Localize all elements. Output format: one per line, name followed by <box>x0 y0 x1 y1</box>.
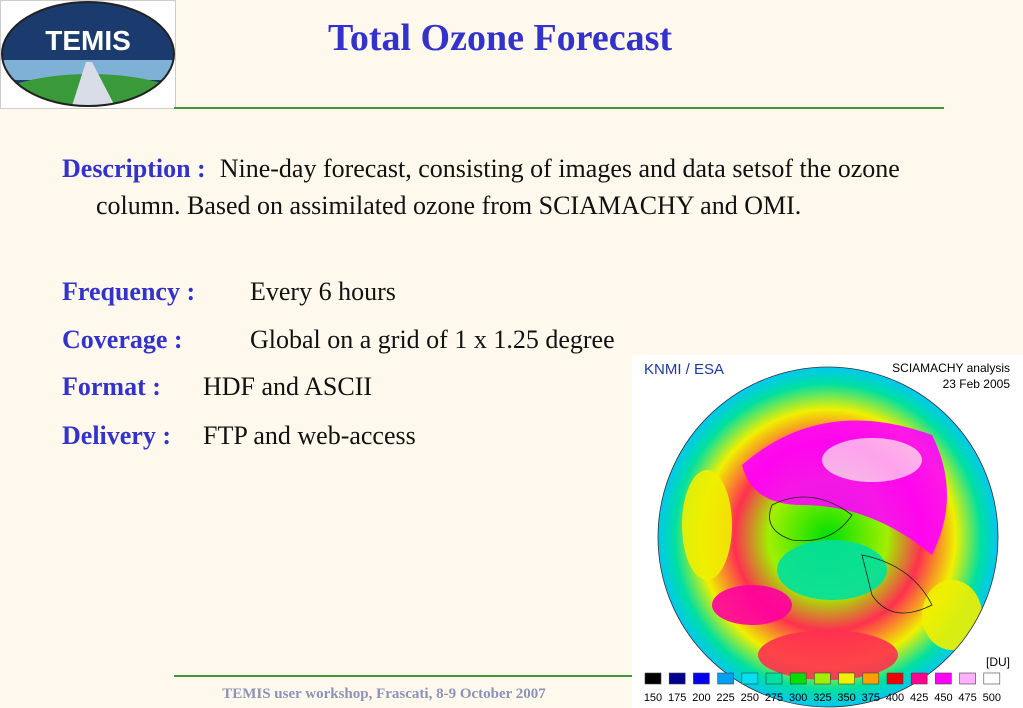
item: Description : Nine-day forecast, consisti… <box>62 150 986 224</box>
scale-swatch <box>717 672 734 685</box>
scale-swatch <box>862 672 880 685</box>
logo-text: TEMIS <box>45 25 131 56</box>
scale-swatch <box>959 672 976 685</box>
footer: TEMIS user workshop, Frascati, 8-9 Octob… <box>222 686 546 702</box>
scale-label: 175 <box>668 692 686 704</box>
item-label: Coverage : <box>62 325 183 354</box>
figure-date: 23 Feb 2005 <box>943 377 1011 391</box>
scale-swatch <box>935 672 952 685</box>
logo: TEMIS <box>0 0 176 109</box>
scale-label: 275 <box>765 692 783 704</box>
scale-swatch <box>693 672 710 685</box>
scale-swatch <box>765 672 783 685</box>
item-text: HDF and ASCII <box>203 372 373 401</box>
scale-label: 150 <box>644 692 662 704</box>
slide-title: Total Ozone Forecast <box>327 17 673 59</box>
scale-label: 450 <box>934 692 952 704</box>
item: Delivery : FTP and web-access <box>62 417 962 454</box>
item-label: Format : <box>62 372 161 401</box>
figure-source: KNMI / ESA <box>644 361 724 378</box>
item: Format : HDF and ASCII <box>62 368 962 405</box>
scale-label: 475 <box>958 692 976 704</box>
scale-label: 250 <box>741 692 759 704</box>
scale-swatch <box>814 672 831 685</box>
item-text: Nine-day forecast, consisting of images … <box>96 154 900 220</box>
scale-swatch <box>886 672 904 685</box>
scale-swatch <box>644 672 662 685</box>
scale-label: 400 <box>886 692 904 704</box>
item: Coverage : Global on a grid of 1 x 1.25 d… <box>62 321 962 358</box>
ozone-map: KNMI / ESA SCIAMACHY analysis 23 Feb 200… <box>632 355 1023 708</box>
scale-swatch <box>668 672 686 685</box>
item-label: Frequency : <box>62 277 196 306</box>
scale-swatch <box>741 672 759 685</box>
scale-label: 300 <box>789 692 807 704</box>
scale-swatch <box>983 672 1001 685</box>
item-text: Global on a grid of 1 x 1.25 degree <box>250 325 615 354</box>
item-label: Delivery : <box>62 421 172 450</box>
scale-label: 425 <box>910 692 928 704</box>
scale-label: 200 <box>692 692 710 704</box>
unit-label: [DU] <box>986 655 1010 669</box>
scale-label: 375 <box>862 692 880 704</box>
scale-swatch <box>838 672 855 685</box>
globe <box>657 366 999 708</box>
figure-caption: SCIAMACHY analysis <box>892 361 1010 375</box>
scale-label: 325 <box>813 692 831 704</box>
scale-swatch <box>910 672 928 685</box>
item: Frequency : Every 6 hours <box>62 273 962 310</box>
scale-swatch <box>789 672 807 685</box>
item-label: Description : <box>62 154 206 183</box>
color-scale: 150 175 200 225 250 275 300 325 350 375 400 425 450 4… <box>644 672 1001 704</box>
item-text: Every 6 hours <box>250 277 396 306</box>
item-text: FTP and web-access <box>203 421 416 450</box>
scale-label: 500 <box>983 692 1001 704</box>
scale-label: 225 <box>716 692 734 704</box>
scale-label: 350 <box>837 692 855 704</box>
